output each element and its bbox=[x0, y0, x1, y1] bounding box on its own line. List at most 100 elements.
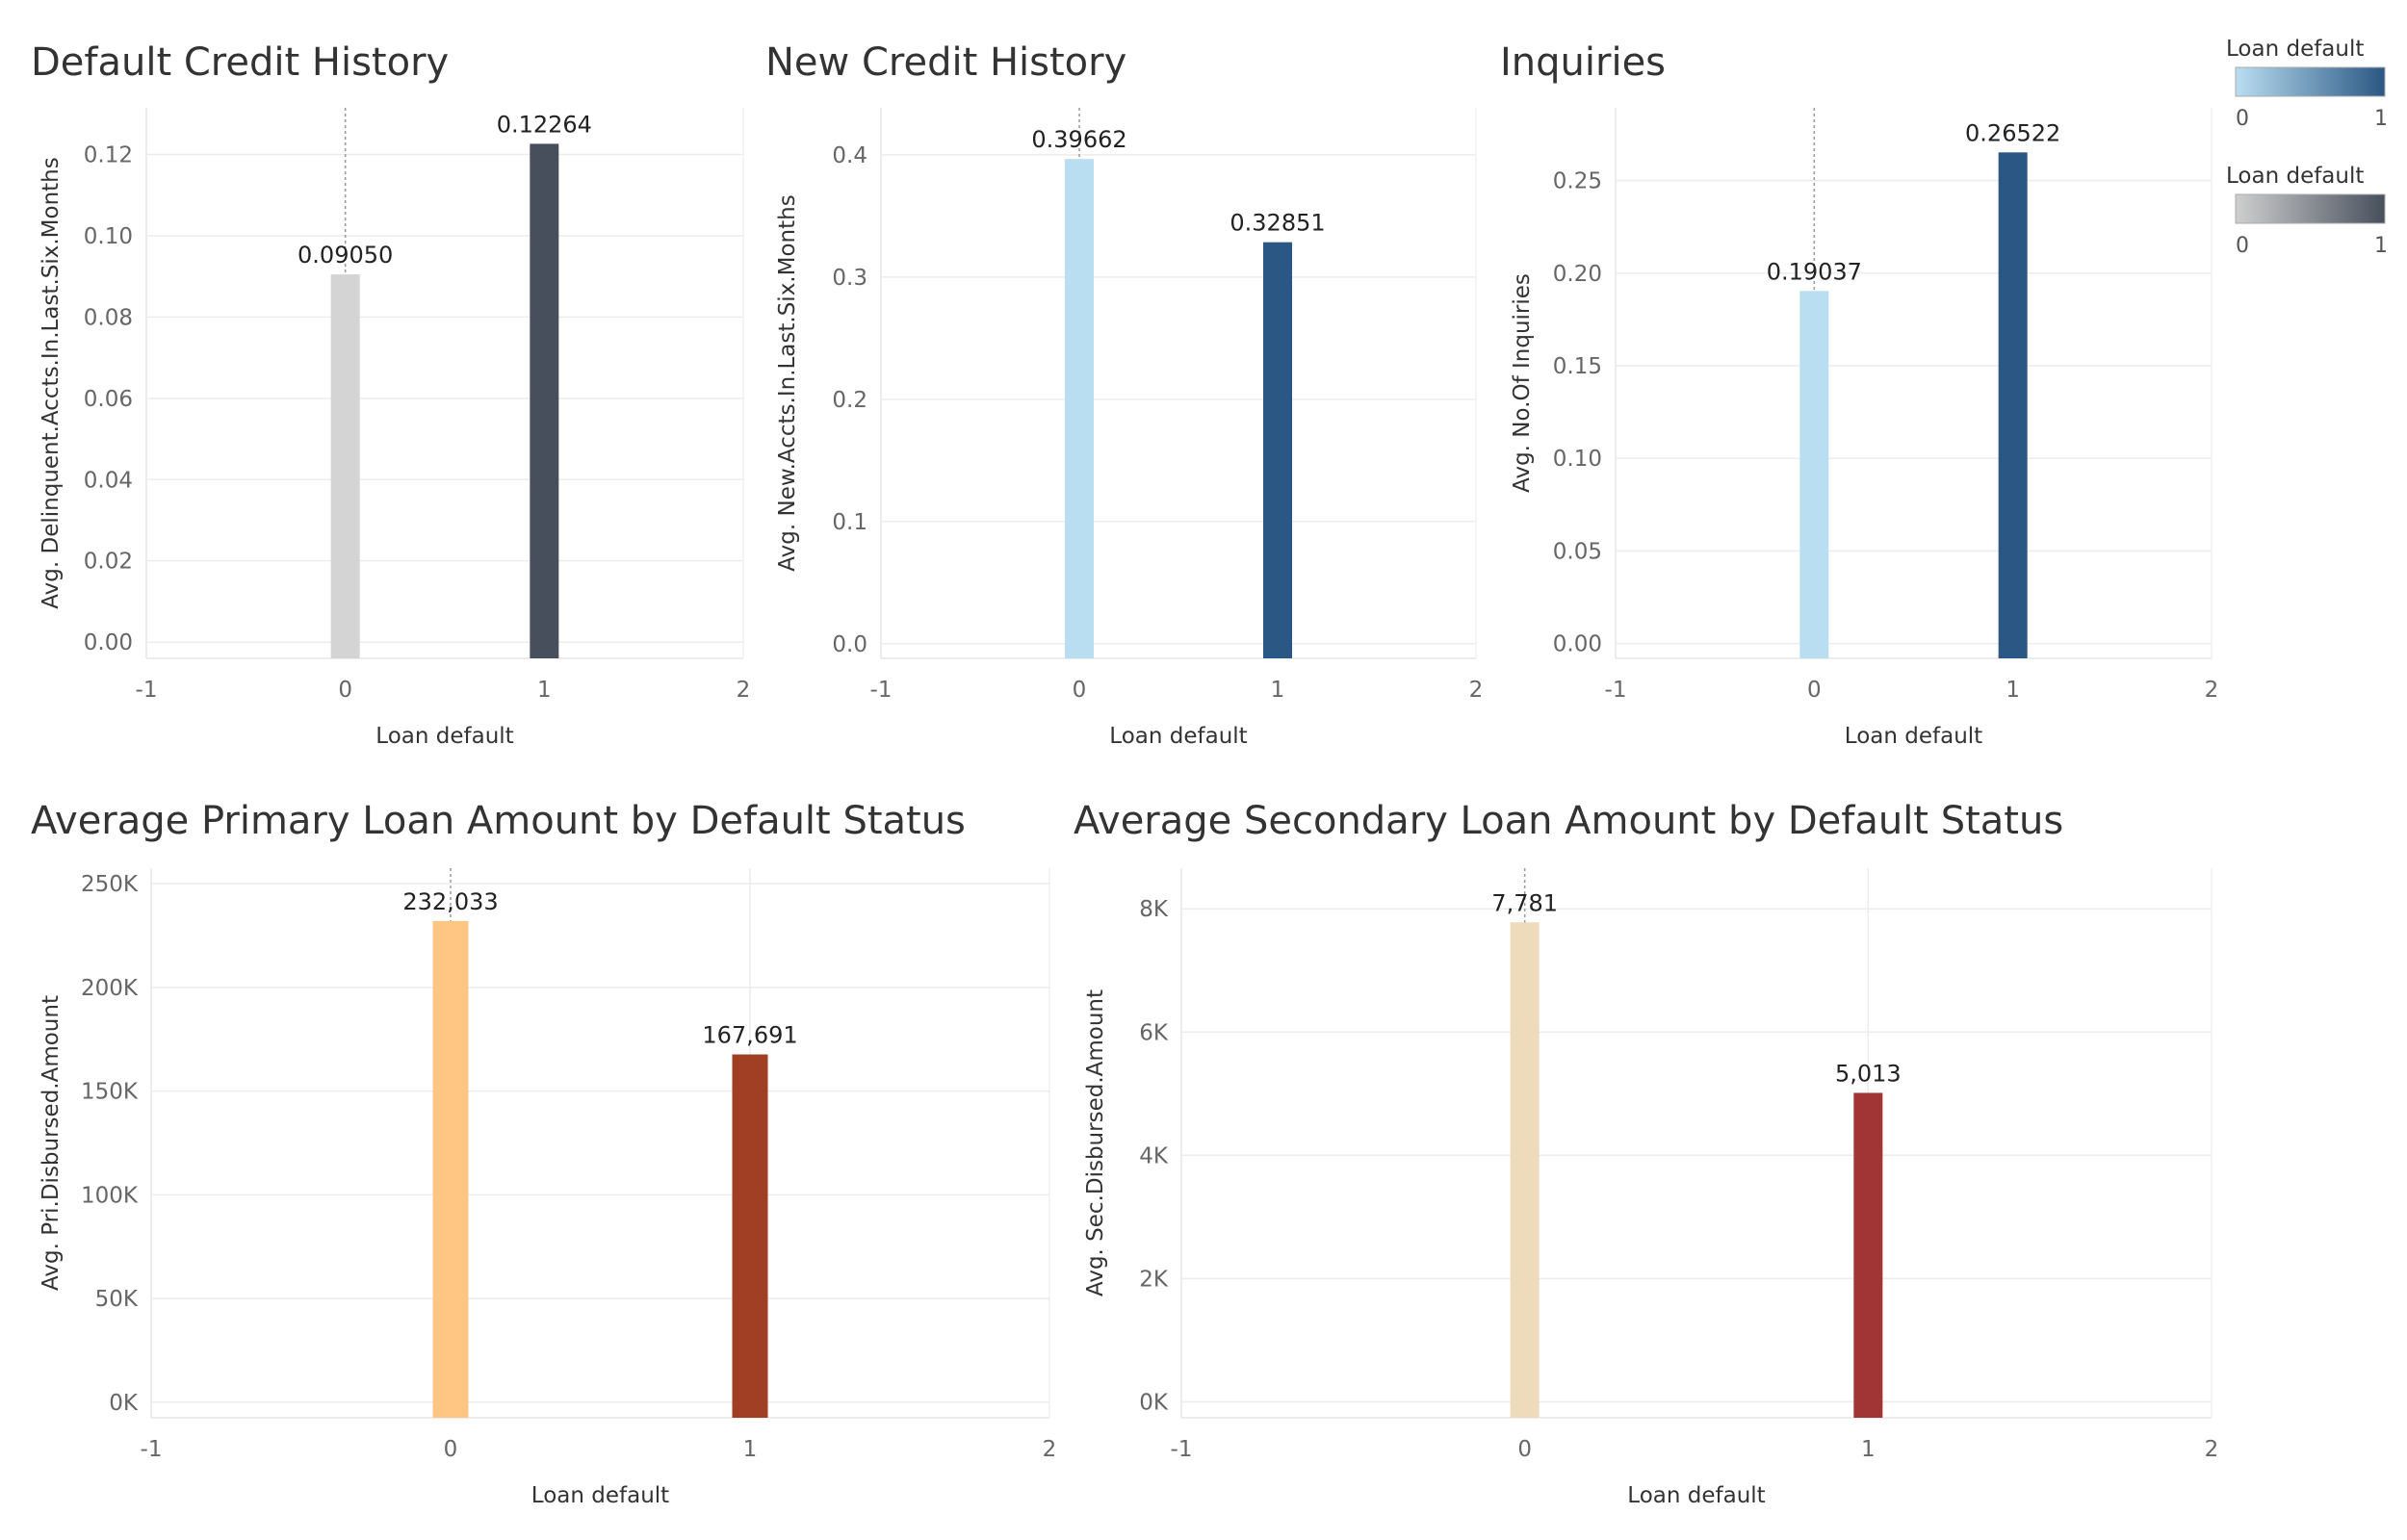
y-tick-label: 0.2 bbox=[832, 388, 867, 413]
x-tick-label: 2 bbox=[1469, 678, 1484, 703]
x-tick-label: 2 bbox=[737, 678, 751, 703]
x-tick-label: 1 bbox=[1271, 678, 1285, 703]
y-tick-label: 0.3 bbox=[832, 266, 867, 291]
x-tick-label: 0 bbox=[1073, 678, 1087, 703]
x-axis-label: Loan default bbox=[1845, 724, 1982, 749]
legend-min-label: 0 bbox=[2236, 234, 2249, 258]
bar-value-label: 232,033 bbox=[402, 888, 498, 915]
legend-max-label: 1 bbox=[2374, 107, 2388, 131]
x-tick-label: 0 bbox=[338, 678, 352, 703]
x-tick-label: -1 bbox=[136, 678, 158, 703]
y-tick-label: 0.06 bbox=[84, 387, 133, 412]
y-tick-label: 0.15 bbox=[1553, 354, 1602, 379]
x-tick-label: 1 bbox=[743, 1437, 758, 1462]
x-tick-label: -1 bbox=[1605, 678, 1627, 703]
y-axis-label: Avg. No.Of Inquiries bbox=[1510, 273, 1535, 493]
y-tick-label: 0.0 bbox=[832, 632, 867, 657]
chart-1[interactable]: Default Credit History 0.00 0.02 0.04 0.06 0.… bbox=[31, 40, 750, 749]
y-axis-label: Avg. Pri.Disbursed.Amount bbox=[39, 995, 64, 1291]
bar-loan-default-1[interactable] bbox=[530, 143, 559, 659]
x-tick-label: 0 bbox=[1807, 678, 1822, 703]
y-tick-label: 0K bbox=[1139, 1390, 1169, 1415]
y-tick-label: 100K bbox=[81, 1183, 139, 1208]
x-tick-label: 2 bbox=[2205, 678, 2219, 703]
y-tick-label: 0.12 bbox=[84, 143, 133, 168]
legend-title: Loan default bbox=[2226, 37, 2364, 62]
x-tick-label: -1 bbox=[870, 678, 893, 703]
y-tick-label: 2K bbox=[1139, 1267, 1169, 1292]
x-axis-label: Loan default bbox=[1627, 1483, 1765, 1508]
y-tick-label: 8K bbox=[1139, 897, 1169, 922]
y-tick-label: 150K bbox=[81, 1080, 139, 1105]
y-tick-label: 0.20 bbox=[1553, 262, 1602, 287]
legend-max-label: 1 bbox=[2374, 234, 2388, 258]
y-tick-label: 0.25 bbox=[1553, 169, 1602, 194]
bar-loan-default-0[interactable] bbox=[1510, 922, 1540, 1418]
y-tick-label: 0.4 bbox=[832, 143, 867, 168]
x-axis-label: Loan default bbox=[531, 1483, 669, 1508]
y-axis-label: Avg. Sec.Disbursed.Amount bbox=[1083, 989, 1108, 1296]
chart-5[interactable]: Average Secondary Loan Amount by Default… bbox=[1074, 799, 2218, 1508]
x-tick-label: 2 bbox=[1043, 1437, 1057, 1462]
y-tick-label: 0.08 bbox=[84, 305, 133, 330]
y-tick-label: 0.00 bbox=[1553, 632, 1602, 657]
y-tick-label: 0K bbox=[109, 1391, 139, 1416]
bar-value-label: 167,691 bbox=[702, 1022, 797, 1049]
chart-title: Average Primary Loan Amount by Default S… bbox=[31, 799, 966, 843]
y-axis-label: Avg. Delinquent.Accts.In.Last.Six.Months bbox=[39, 157, 64, 608]
bar-value-label: 7,781 bbox=[1491, 889, 1558, 916]
x-axis-label: Loan default bbox=[375, 724, 513, 749]
y-tick-label: 0.00 bbox=[84, 630, 133, 655]
chart-title: Inquiries bbox=[1500, 40, 1666, 85]
y-tick-label: 0.02 bbox=[84, 550, 133, 575]
bar-value-label: 5,013 bbox=[1835, 1060, 1902, 1087]
chart-2[interactable]: New Credit History 0.0 0.1 0.2 0.3 0.4 -1 0 1 2 Lo… bbox=[765, 40, 1483, 749]
bar-loan-default-1[interactable] bbox=[732, 1054, 768, 1418]
x-tick-label: 0 bbox=[1517, 1437, 1532, 1462]
x-tick-label: -1 bbox=[1171, 1437, 1193, 1462]
y-tick-label: 0.05 bbox=[1553, 539, 1602, 564]
bar-loan-default-1[interactable] bbox=[1998, 152, 2028, 659]
bar-loan-default-0[interactable] bbox=[1799, 291, 1829, 658]
y-tick-label: 0.10 bbox=[1553, 447, 1602, 472]
legend-loan-default-gray[interactable]: Loan default 0 1 bbox=[2226, 164, 2388, 258]
legend-title: Loan default bbox=[2226, 164, 2364, 189]
legend-min-label: 0 bbox=[2236, 107, 2249, 131]
x-tick-label: 1 bbox=[2006, 678, 2020, 703]
bar-value-label: 0.26522 bbox=[1965, 119, 2060, 146]
y-tick-label: 250K bbox=[81, 872, 139, 897]
bar-loan-default-0[interactable] bbox=[432, 920, 469, 1418]
x-tick-label: 1 bbox=[1861, 1437, 1876, 1462]
bar-value-label: 0.32851 bbox=[1229, 210, 1325, 237]
y-axis-label: Avg. New.Accts.In.Last.Six.Months bbox=[775, 194, 800, 571]
chart-title: Average Secondary Loan Amount by Default… bbox=[1074, 799, 2063, 843]
chart-title: Default Credit History bbox=[31, 40, 449, 85]
bar-value-label: 0.39662 bbox=[1031, 126, 1126, 153]
legend-gradient-bar bbox=[2235, 66, 2386, 97]
y-tick-label: 4K bbox=[1139, 1143, 1169, 1168]
legend-gradient-bar bbox=[2235, 193, 2386, 224]
y-tick-label: 0.1 bbox=[832, 510, 867, 535]
y-tick-label: 6K bbox=[1139, 1020, 1169, 1045]
legend-loan-default-blue[interactable]: Loan default 0 1 bbox=[2226, 37, 2388, 131]
bar-value-label: 0.09050 bbox=[298, 242, 393, 269]
y-tick-label: 200K bbox=[81, 976, 139, 1001]
bar-value-label: 0.12264 bbox=[497, 111, 592, 138]
x-tick-label: 1 bbox=[537, 678, 552, 703]
x-tick-label: 0 bbox=[444, 1437, 458, 1462]
y-tick-label: 0.10 bbox=[84, 224, 133, 249]
x-axis-label: Loan default bbox=[1109, 724, 1247, 749]
x-tick-label: 2 bbox=[2205, 1437, 2219, 1462]
bar-value-label: 0.19037 bbox=[1767, 258, 1862, 285]
y-tick-label: 50K bbox=[95, 1287, 139, 1312]
bar-loan-default-0[interactable] bbox=[1065, 159, 1094, 658]
chart-4[interactable]: Average Primary Loan Amount by Default S… bbox=[31, 799, 1056, 1508]
bar-loan-default-0[interactable] bbox=[330, 274, 360, 658]
chart-3[interactable]: Inquiries 0.00 0.05 0.10 0.15 0.20 0.25 -1 0 1 2 Lo… bbox=[1500, 40, 2218, 749]
y-tick-label: 0.04 bbox=[84, 468, 133, 493]
chart-title: New Credit History bbox=[765, 40, 1126, 85]
bar-loan-default-1[interactable] bbox=[1853, 1092, 1883, 1418]
bar-loan-default-1[interactable] bbox=[1263, 242, 1292, 658]
x-tick-label: -1 bbox=[141, 1437, 163, 1462]
